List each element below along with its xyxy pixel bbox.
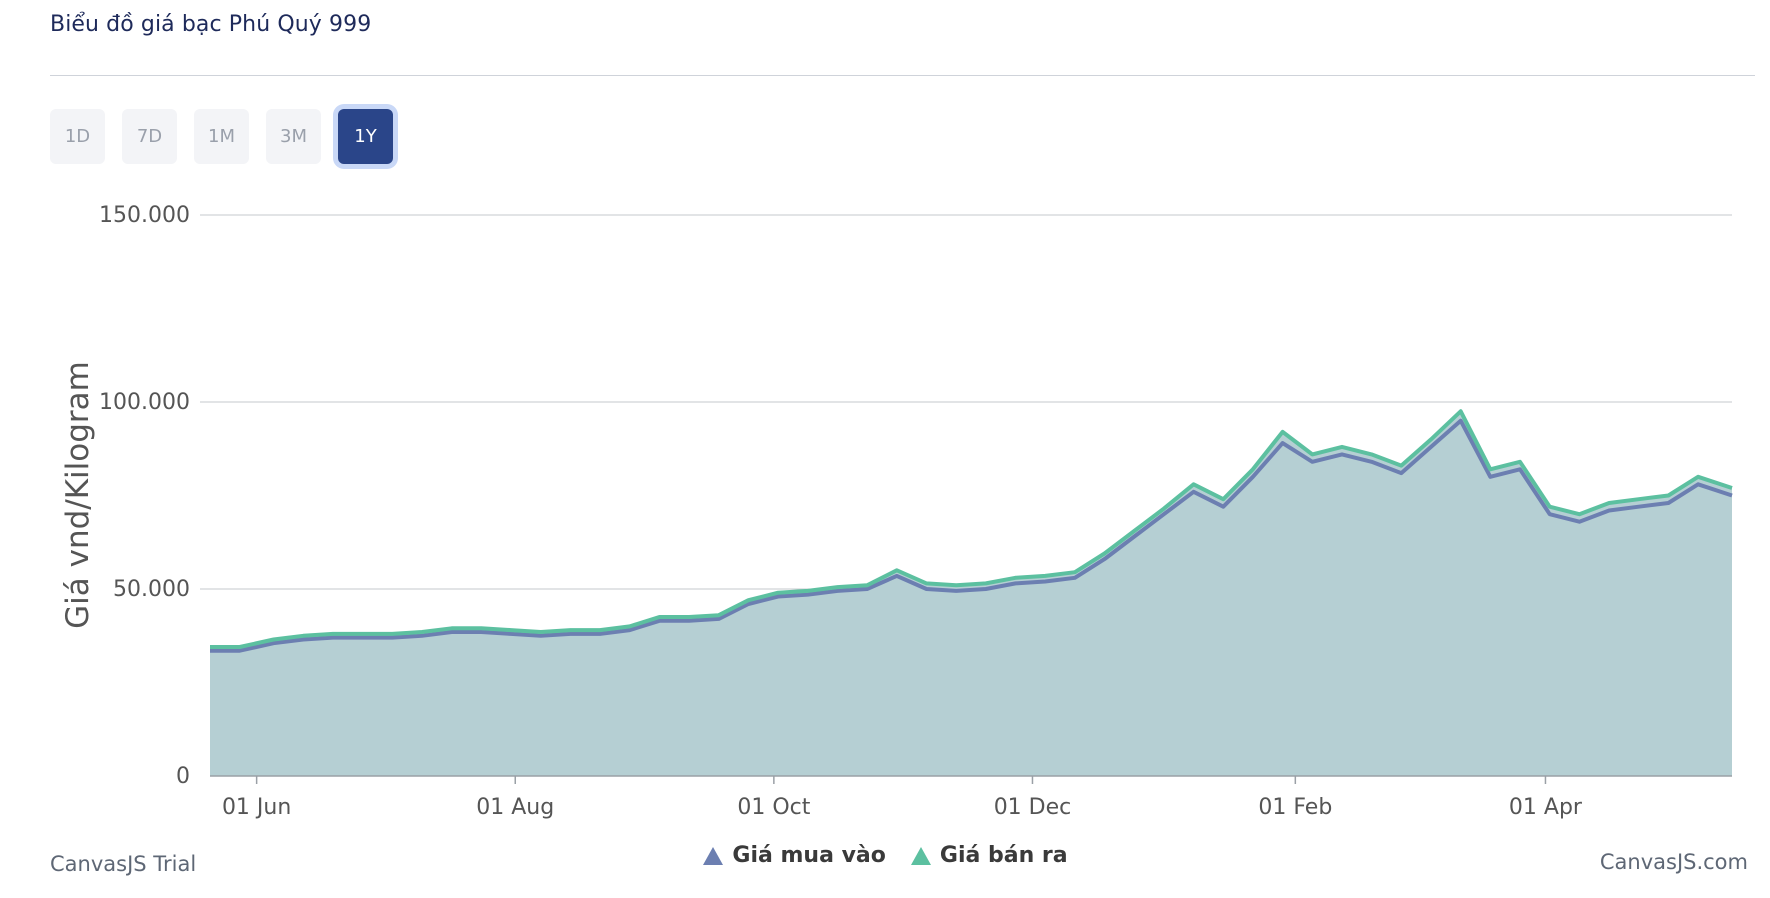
legend-item-sell[interactable]: Giá bán ra: [910, 843, 1068, 868]
y-tick-label: 150.000: [99, 203, 190, 228]
x-tick-label: 01 Jun: [222, 795, 291, 820]
x-tick-label: 01 Dec: [994, 795, 1072, 820]
legend-label-sell: Giá bán ra: [939, 843, 1068, 868]
x-tick-label: 01 Apr: [1509, 795, 1583, 820]
range-button-1y[interactable]: 1Y: [338, 109, 393, 164]
y-tick-label: 0: [176, 764, 190, 789]
range-button-1d[interactable]: 1D: [50, 109, 105, 164]
series-line-sell: [210, 409, 1733, 649]
range-button-1m[interactable]: 1M: [194, 109, 249, 164]
range-button-7d[interactable]: 7D: [122, 109, 177, 164]
x-tick-label: 01 Aug: [476, 795, 554, 820]
x-tick-label: 01 Feb: [1258, 795, 1332, 820]
range-selector: 1D 7D 1M 3M 1Y: [50, 109, 410, 164]
canvasjs-trial-label: CanvasJS Trial: [50, 852, 197, 876]
x-tick-label: 01 Oct: [737, 795, 810, 820]
chart-page-title: Biểu đồ giá bạc Phú Quý 999: [50, 12, 372, 37]
legend-item-buy[interactable]: Giá mua vào: [702, 843, 886, 868]
legend-label-buy: Giá mua vào: [732, 843, 886, 868]
y-axis-title: Giá vnd/Kilogram: [60, 361, 96, 629]
triangle-icon: [910, 846, 931, 865]
y-tick-label: 100.000: [99, 390, 190, 415]
price-area: [210, 411, 1732, 776]
y-tick-label: 50.000: [113, 577, 190, 602]
range-button-3m[interactable]: 3M: [266, 109, 321, 164]
triangle-icon: [703, 846, 724, 865]
canvasjs-credit-link[interactable]: CanvasJS.com: [1599, 850, 1748, 874]
chart-legend: Giá mua vào Giá bán ra: [0, 843, 1770, 868]
header-divider: [50, 75, 1755, 76]
series-line-buy: [210, 418, 1733, 653]
